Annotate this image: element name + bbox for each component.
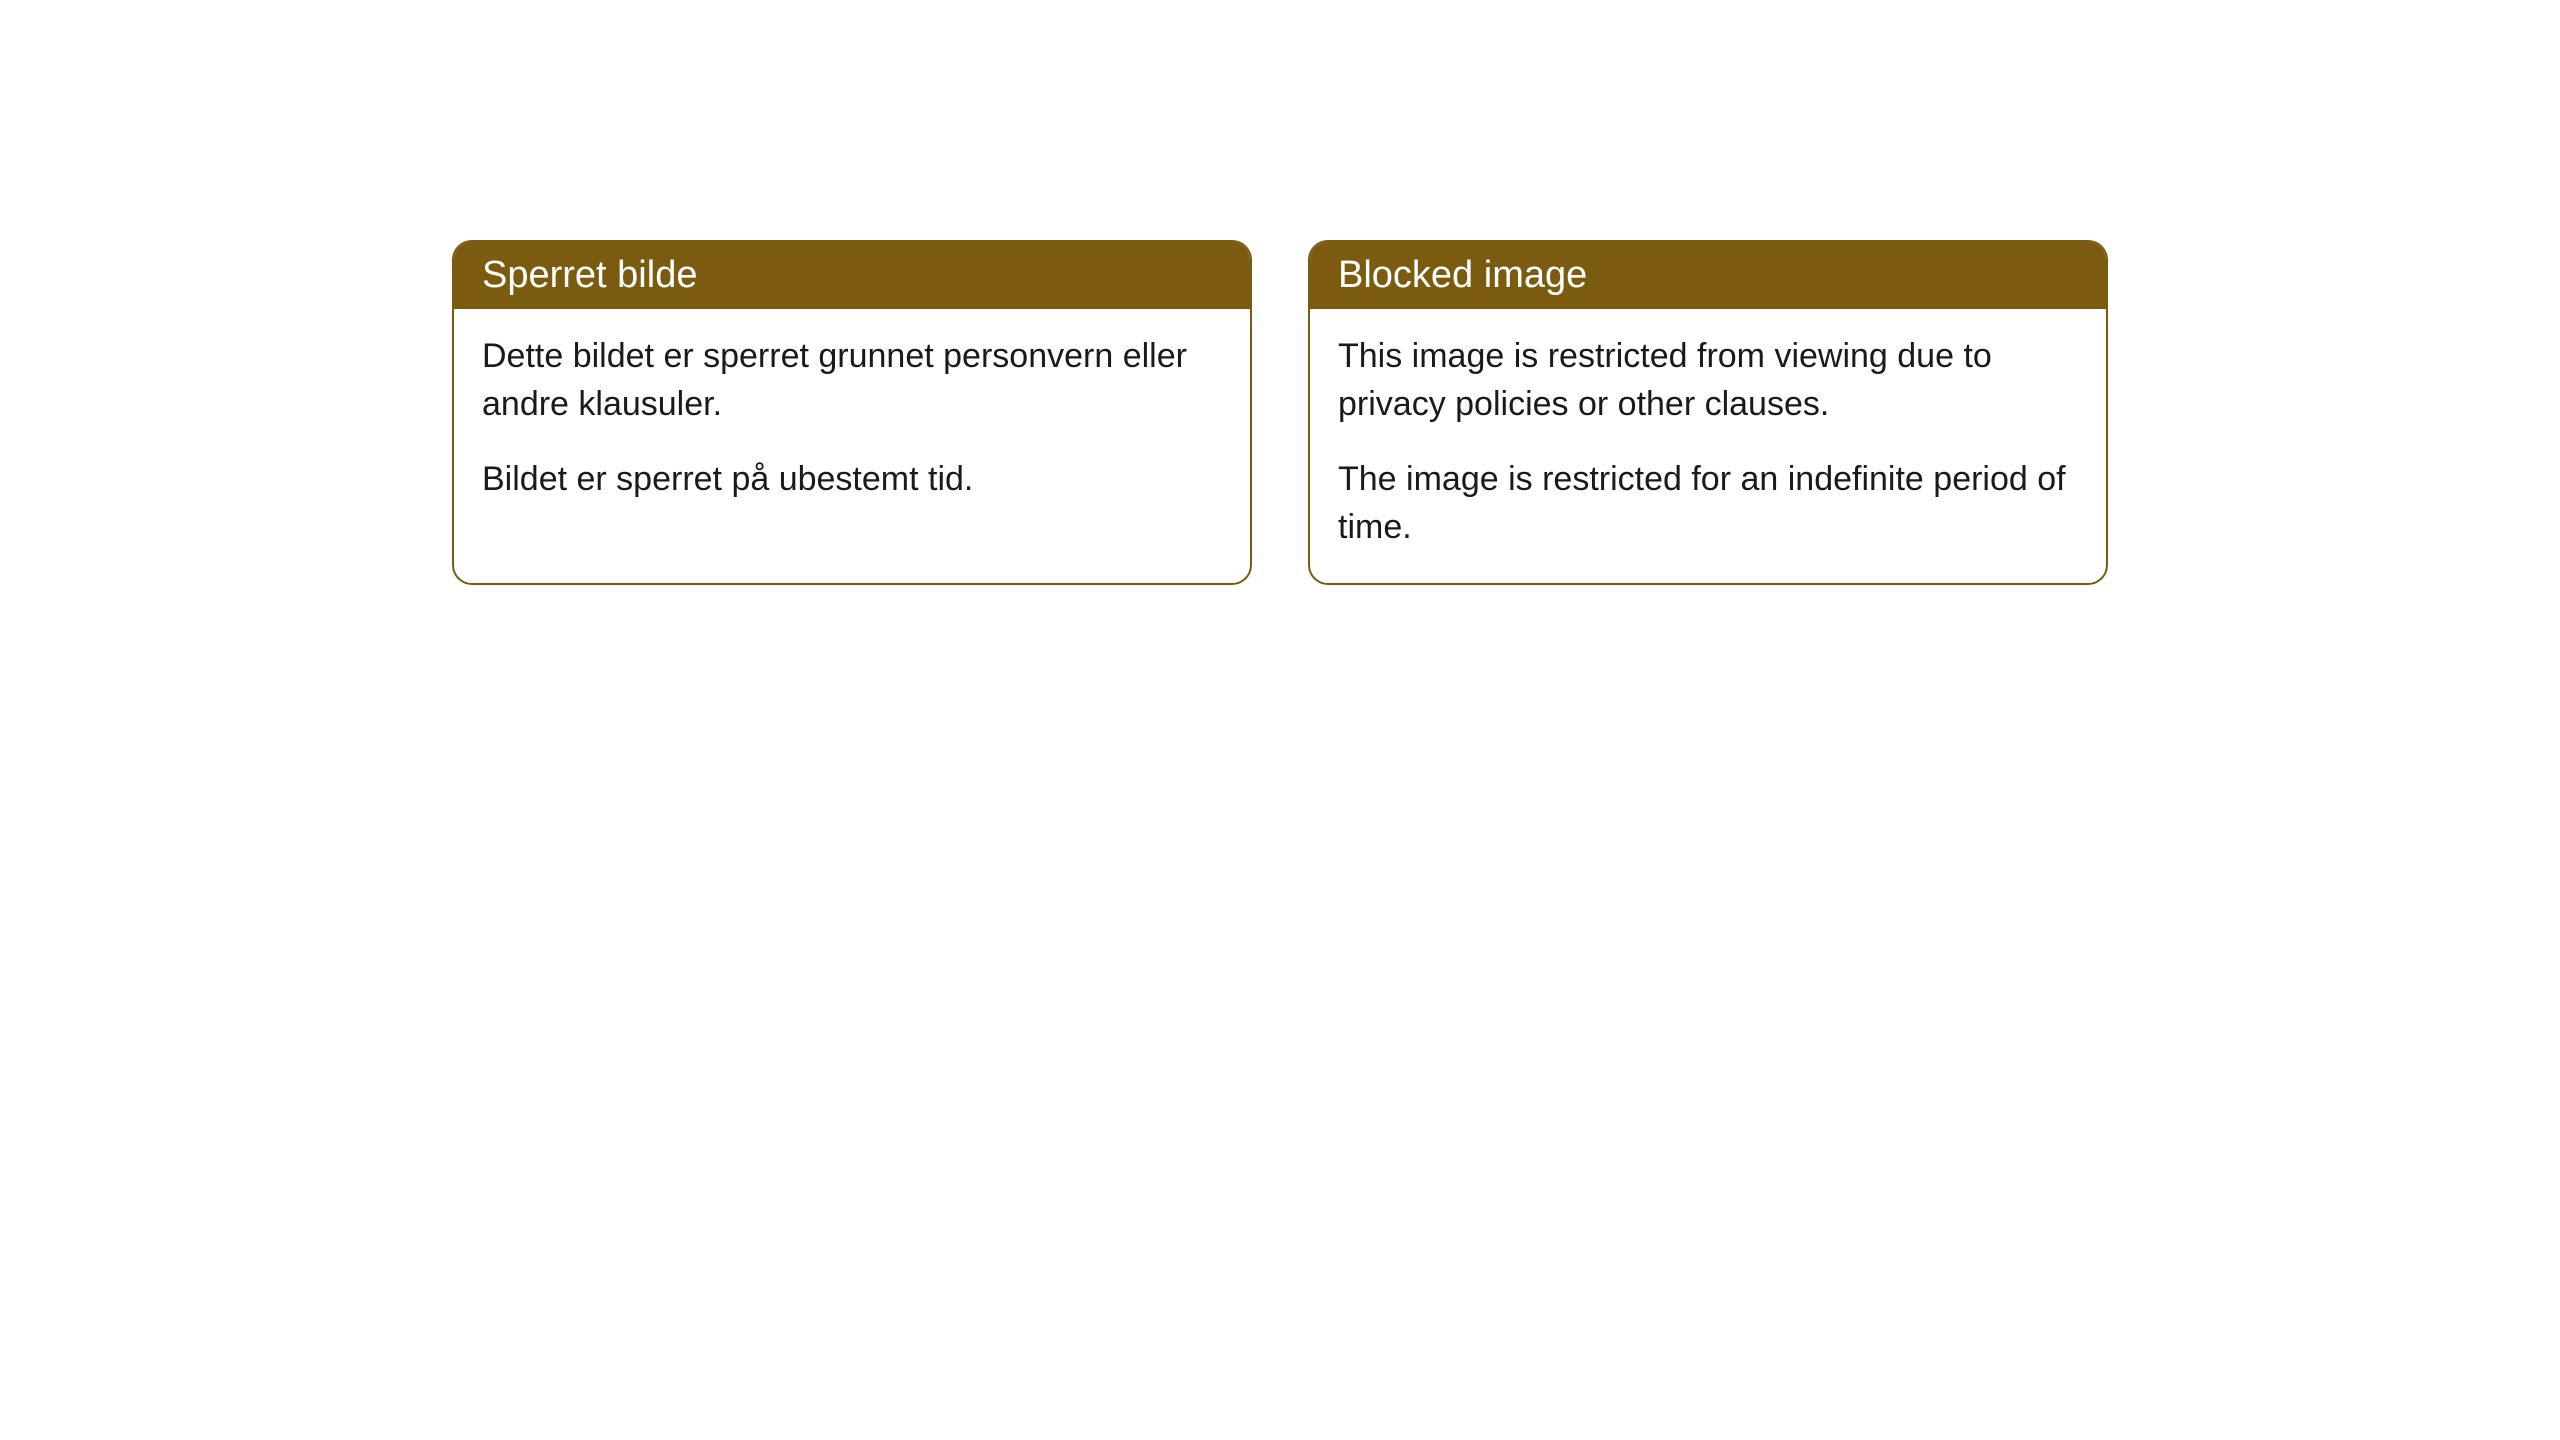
card-title: Blocked image <box>1338 254 1587 296</box>
card-title: Sperret bilde <box>482 254 697 296</box>
card-body: This image is restricted from viewing du… <box>1310 309 2106 583</box>
card-paragraph: This image is restricted from viewing du… <box>1338 333 2078 428</box>
blocked-image-card-english: Blocked image This image is restricted f… <box>1308 240 2108 585</box>
card-paragraph: Dette bildet er sperret grunnet personve… <box>482 333 1222 428</box>
card-paragraph: The image is restricted for an indefinit… <box>1338 456 2078 551</box>
blocked-image-card-norwegian: Sperret bilde Dette bildet er sperret gr… <box>452 240 1252 585</box>
cards-container: Sperret bilde Dette bildet er sperret gr… <box>452 240 2108 585</box>
card-body: Dette bildet er sperret grunnet personve… <box>454 309 1250 536</box>
card-header: Blocked image <box>1310 242 2106 309</box>
card-paragraph: Bildet er sperret på ubestemt tid. <box>482 456 1222 504</box>
card-header: Sperret bilde <box>454 242 1250 309</box>
